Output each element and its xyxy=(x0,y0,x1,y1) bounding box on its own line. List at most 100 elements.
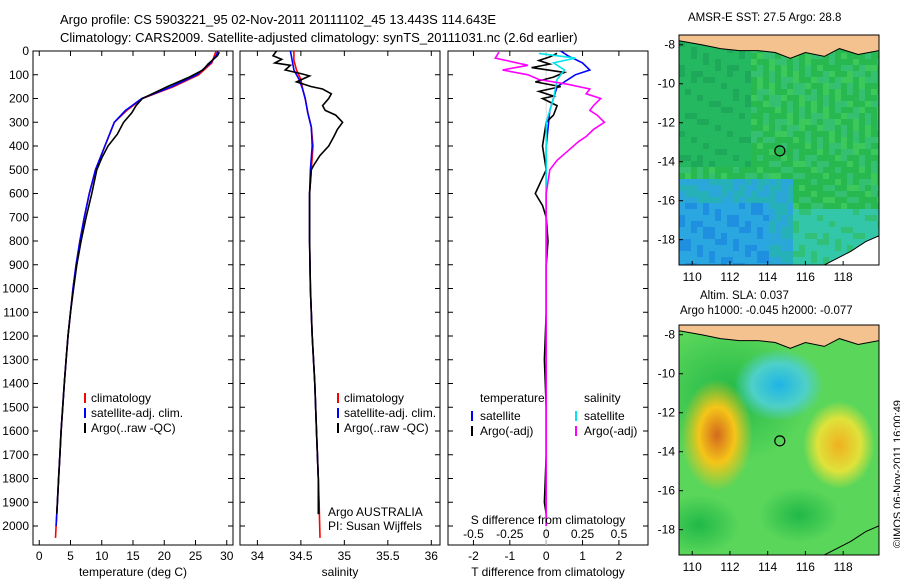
sst-pixel xyxy=(847,137,853,143)
sst-pixel xyxy=(679,95,685,101)
sst-pixel xyxy=(679,251,685,257)
sst-pixel xyxy=(865,167,871,173)
sst-pixel xyxy=(859,203,865,209)
sst-pixel xyxy=(877,89,879,95)
sst-pixel xyxy=(769,161,775,167)
sst-pixel xyxy=(751,119,757,125)
map-ytick-label: -18 xyxy=(658,233,676,247)
sst-pixel xyxy=(763,119,769,125)
sst-pixel xyxy=(829,203,835,209)
sst-pixel xyxy=(817,125,823,131)
sst-pixel xyxy=(817,221,823,227)
sst-pixel xyxy=(727,89,733,95)
sst-pixel xyxy=(847,125,853,131)
sst-pixel xyxy=(781,155,787,161)
sst-pixel xyxy=(853,197,859,203)
sst-pixel xyxy=(811,245,817,251)
sst-pixel xyxy=(817,209,823,215)
sst-pixel xyxy=(739,83,745,89)
sst-pixel xyxy=(709,251,715,257)
sst-pixel xyxy=(739,239,745,245)
sst-pixel xyxy=(805,257,811,263)
sst-pixel xyxy=(715,221,721,227)
argo-float-marker xyxy=(774,435,786,447)
sst-pixel xyxy=(841,221,847,227)
sst-pixel xyxy=(859,101,865,107)
sst-pixel xyxy=(721,173,727,179)
sst-pixel xyxy=(793,149,799,155)
sst-pixel xyxy=(763,161,769,167)
xtick-label-difference: 2 xyxy=(616,549,623,563)
sst-pixel xyxy=(847,215,853,221)
sst-pixel xyxy=(685,95,691,101)
sst-pixel xyxy=(871,185,877,191)
sst-pixel xyxy=(811,221,817,227)
sst-pixel xyxy=(715,161,721,167)
sst-pixel xyxy=(691,65,697,71)
sst-pixel xyxy=(751,131,757,137)
sst-pixel xyxy=(715,173,721,179)
sst-pixel xyxy=(739,125,745,131)
sst-pixel xyxy=(805,227,811,233)
sst-pixel xyxy=(847,191,853,197)
legend-label-temperature: climatology xyxy=(91,391,151,405)
sst-pixel xyxy=(769,251,775,257)
sst-pixel xyxy=(775,179,781,185)
ytick-label: 400 xyxy=(9,139,29,153)
sst-pixel xyxy=(733,227,739,233)
sst-pixel xyxy=(871,209,877,215)
sst-pixel xyxy=(817,173,823,179)
xtick-s-label: 0 xyxy=(543,527,550,541)
sst-pixel xyxy=(679,245,685,251)
sst-pixel xyxy=(763,167,769,173)
sst-pixel xyxy=(817,149,823,155)
xtick-s-label: 0.5 xyxy=(611,527,628,541)
sst-pixel xyxy=(805,65,811,71)
sst-pixel xyxy=(685,215,691,221)
sst-pixel xyxy=(823,185,829,191)
sst-pixel xyxy=(871,125,877,131)
sst-pixel xyxy=(709,227,715,233)
sst-pixel xyxy=(793,137,799,143)
sst-pixel xyxy=(709,119,715,125)
sst-pixel xyxy=(727,125,733,131)
sst-pixel xyxy=(835,101,841,107)
sst-pixel xyxy=(733,113,739,119)
sst-pixel xyxy=(709,89,715,95)
sst-pixel xyxy=(757,119,763,125)
sst-pixel xyxy=(853,227,859,233)
sst-pixel xyxy=(709,257,715,263)
sst-pixel xyxy=(835,125,841,131)
sst-pixel xyxy=(817,107,823,113)
sst-pixel xyxy=(865,125,871,131)
sst-pixel xyxy=(721,149,727,155)
sst-pixel xyxy=(847,119,853,125)
sst-pixel xyxy=(727,233,733,239)
sst-pixel xyxy=(697,215,703,221)
sst-pixel xyxy=(709,149,715,155)
sst-pixel xyxy=(685,107,691,113)
sst-pixel xyxy=(733,203,739,209)
sst-pixel xyxy=(853,137,859,143)
sst-pixel xyxy=(715,71,721,77)
sst-pixel xyxy=(697,53,703,59)
sst-pixel xyxy=(853,71,859,77)
sst-pixel xyxy=(805,245,811,251)
sst-pixel xyxy=(799,191,805,197)
legend-label-temperature: satellite-adj. clim. xyxy=(91,406,183,420)
sst-pixel xyxy=(739,53,745,59)
sst-pixel xyxy=(781,239,787,245)
sst-pixel xyxy=(757,107,763,113)
sst-pixel xyxy=(853,95,859,101)
sst-pixel xyxy=(691,203,697,209)
sst-pixel xyxy=(733,149,739,155)
sst-pixel xyxy=(829,95,835,101)
sst-pixel xyxy=(853,239,859,245)
sst-pixel xyxy=(859,227,865,233)
sst-pixel xyxy=(721,233,727,239)
sst-pixel xyxy=(709,245,715,251)
sst-pixel xyxy=(859,131,865,137)
sst-pixel xyxy=(691,197,697,203)
sst-pixel xyxy=(829,131,835,137)
panel-frame-temperature xyxy=(32,50,234,546)
